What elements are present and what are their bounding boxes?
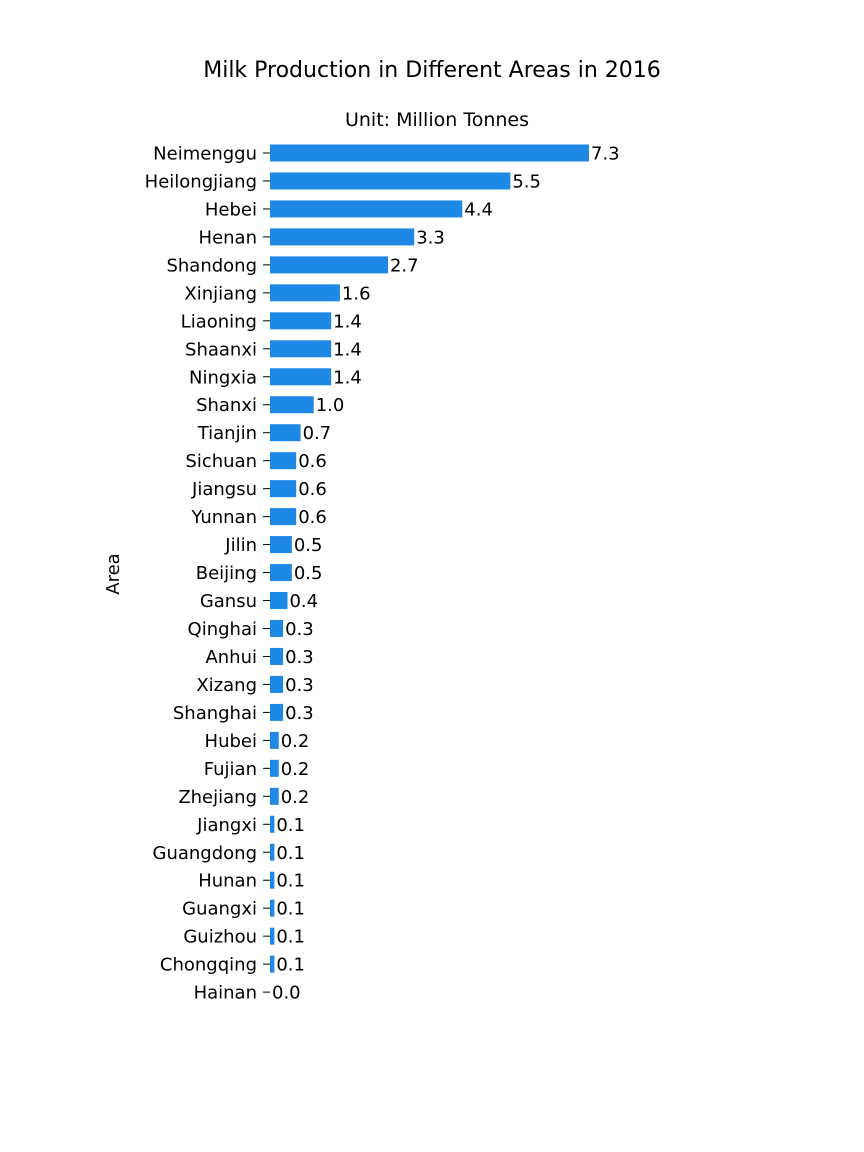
value-label: 0.6 (298, 507, 327, 528)
bar (270, 871, 275, 889)
value-label: 5.5 (512, 171, 541, 192)
value-label: 0.3 (285, 619, 314, 640)
value-label: 0.3 (285, 647, 314, 668)
bar (270, 731, 279, 749)
category-label: Beijing (196, 563, 257, 584)
category-label: Jiangxi (196, 815, 257, 836)
y-axis-label: Area (103, 553, 124, 594)
bar (270, 452, 297, 470)
category-label: Zhejiang (178, 787, 257, 808)
bars-group: Neimenggu 7.3 Heilongjiang 5.5 Hebei 4.4 Henan… (145, 144, 620, 1004)
category-label: Shandong (166, 255, 257, 276)
value-label: 3.3 (416, 227, 445, 248)
bar (270, 787, 279, 805)
category-label: Yunnan (190, 507, 257, 528)
bar (270, 368, 332, 386)
bar (270, 564, 292, 582)
category-label: Xizang (196, 675, 257, 696)
bar (270, 647, 284, 665)
bar (270, 424, 301, 442)
value-label: 1.4 (333, 339, 362, 360)
value-label: 0.0 (272, 983, 301, 1004)
bar (270, 284, 340, 302)
bar (270, 172, 511, 190)
category-label: Xinjiang (184, 283, 257, 304)
value-label: 1.6 (342, 283, 371, 304)
category-label: Shaanxi (185, 339, 257, 360)
value-label: 0.1 (276, 899, 305, 920)
value-label: 0.2 (281, 731, 310, 752)
category-label: Qinghai (188, 619, 257, 640)
value-label: 0.2 (281, 759, 310, 780)
bar (270, 675, 284, 693)
value-label: 0.5 (294, 563, 323, 584)
value-label: 1.0 (316, 395, 345, 416)
category-label: Hainan (194, 983, 257, 1004)
bar (270, 200, 463, 218)
bar (270, 955, 275, 973)
bar (270, 927, 275, 945)
value-label: 0.3 (285, 703, 314, 724)
bar (270, 619, 284, 637)
bar (270, 480, 297, 498)
category-label: Hunan (198, 871, 257, 892)
category-label: Gansu (200, 591, 257, 612)
value-label: 0.4 (289, 591, 318, 612)
value-label: 0.1 (276, 815, 305, 836)
bar (270, 396, 314, 414)
bar (270, 592, 288, 610)
category-label: Hubei (205, 731, 257, 752)
category-label: Sichuan (185, 451, 257, 472)
bar (270, 815, 275, 833)
category-label: Guizhou (183, 927, 257, 948)
value-label: 0.6 (298, 451, 327, 472)
value-label: 1.4 (333, 311, 362, 332)
category-label: Hebei (205, 199, 257, 220)
bar (270, 508, 297, 526)
category-label: Shanxi (196, 395, 257, 416)
bar (270, 843, 275, 861)
bar (270, 256, 388, 274)
value-label: 0.6 (298, 479, 327, 500)
category-label: Jiangsu (191, 479, 257, 500)
value-label: 0.3 (285, 675, 314, 696)
category-label: Henan (199, 227, 257, 248)
category-label: Heilongjiang (145, 171, 257, 192)
bar (270, 144, 589, 162)
category-label: Shanghai (173, 703, 257, 724)
value-label: 0.1 (276, 871, 305, 892)
value-label: 0.1 (276, 927, 305, 948)
value-label: 0.2 (281, 787, 310, 808)
bar (270, 340, 332, 358)
category-label: Chongqing (160, 955, 257, 976)
category-label: Neimenggu (153, 144, 257, 165)
value-label: 0.1 (276, 843, 305, 864)
value-label: 0.5 (294, 535, 323, 556)
value-label: 0.7 (303, 423, 332, 444)
chart-title: Milk Production in Different Areas in 20… (203, 58, 661, 83)
category-label: Guangxi (182, 899, 257, 920)
category-label: Liaoning (181, 311, 257, 332)
bar (270, 312, 332, 330)
bar (270, 228, 415, 246)
value-label: 0.1 (276, 955, 305, 976)
value-label: 1.4 (333, 367, 362, 388)
bar (270, 703, 284, 721)
category-label: Tianjin (197, 423, 257, 444)
category-label: Ningxia (189, 367, 257, 388)
value-label: 2.7 (390, 255, 419, 276)
value-label: 4.4 (464, 199, 493, 220)
bar (270, 899, 275, 917)
chart-subtitle: Unit: Million Tonnes (345, 109, 529, 131)
bar (270, 536, 292, 554)
category-label: Anhui (205, 647, 257, 668)
value-label: 7.3 (591, 144, 620, 165)
category-label: Guangdong (153, 843, 258, 864)
bar (270, 759, 279, 777)
category-label: Fujian (204, 759, 257, 780)
category-label: Jilin (224, 535, 257, 556)
